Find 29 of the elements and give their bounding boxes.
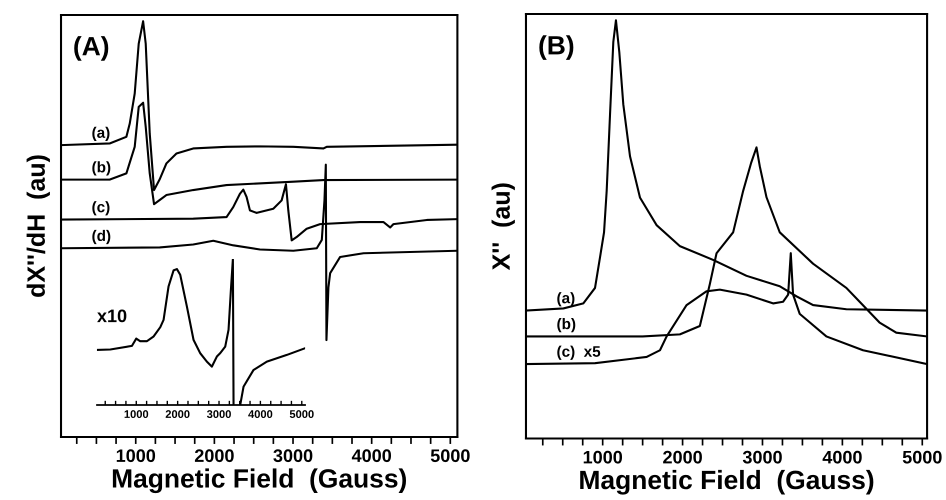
x-tick-label: 4000 [248, 410, 272, 418]
series-label: (b) [92, 161, 110, 176]
series-label: (c) x5 [557, 346, 600, 360]
x-tick-label: 1000 [124, 410, 148, 418]
y-axis-title: X'' (au) [492, 183, 515, 270]
x-tick-label: 1000 [116, 449, 156, 462]
x-axis-title: Magnetic Field (Gauss) [112, 468, 406, 494]
x-tick-label: 3000 [206, 410, 231, 418]
x-tick-label: 2000 [194, 449, 234, 462]
x-tick-label: 4000 [822, 450, 862, 464]
series-label: (b) [557, 318, 576, 332]
series-label: (c) [92, 201, 110, 216]
annotation: x10 [97, 309, 126, 322]
x-tick-label: 5000 [902, 450, 942, 464]
series-label: (a) [92, 126, 110, 141]
x-axis-title: Magnetic Field (Gauss) [580, 470, 874, 495]
text: (A) [74, 36, 108, 61]
x-tick-label: 5000 [430, 449, 470, 462]
x-tick-label: 1000 [584, 450, 622, 464]
x-tick-label: 5000 [290, 410, 314, 418]
x-tick-label: 4000 [352, 449, 392, 462]
y-axis-title: dX''/dH (au) [26, 155, 50, 297]
series-label: (d) [92, 230, 110, 244]
x-tick-label: 2000 [166, 410, 190, 418]
x-tick-label: 2000 [663, 450, 702, 464]
x-tick-label: 3000 [742, 450, 782, 464]
series-label: (a) [557, 292, 574, 306]
x-tick-label: 3000 [273, 449, 312, 462]
text: (B) [539, 35, 574, 60]
